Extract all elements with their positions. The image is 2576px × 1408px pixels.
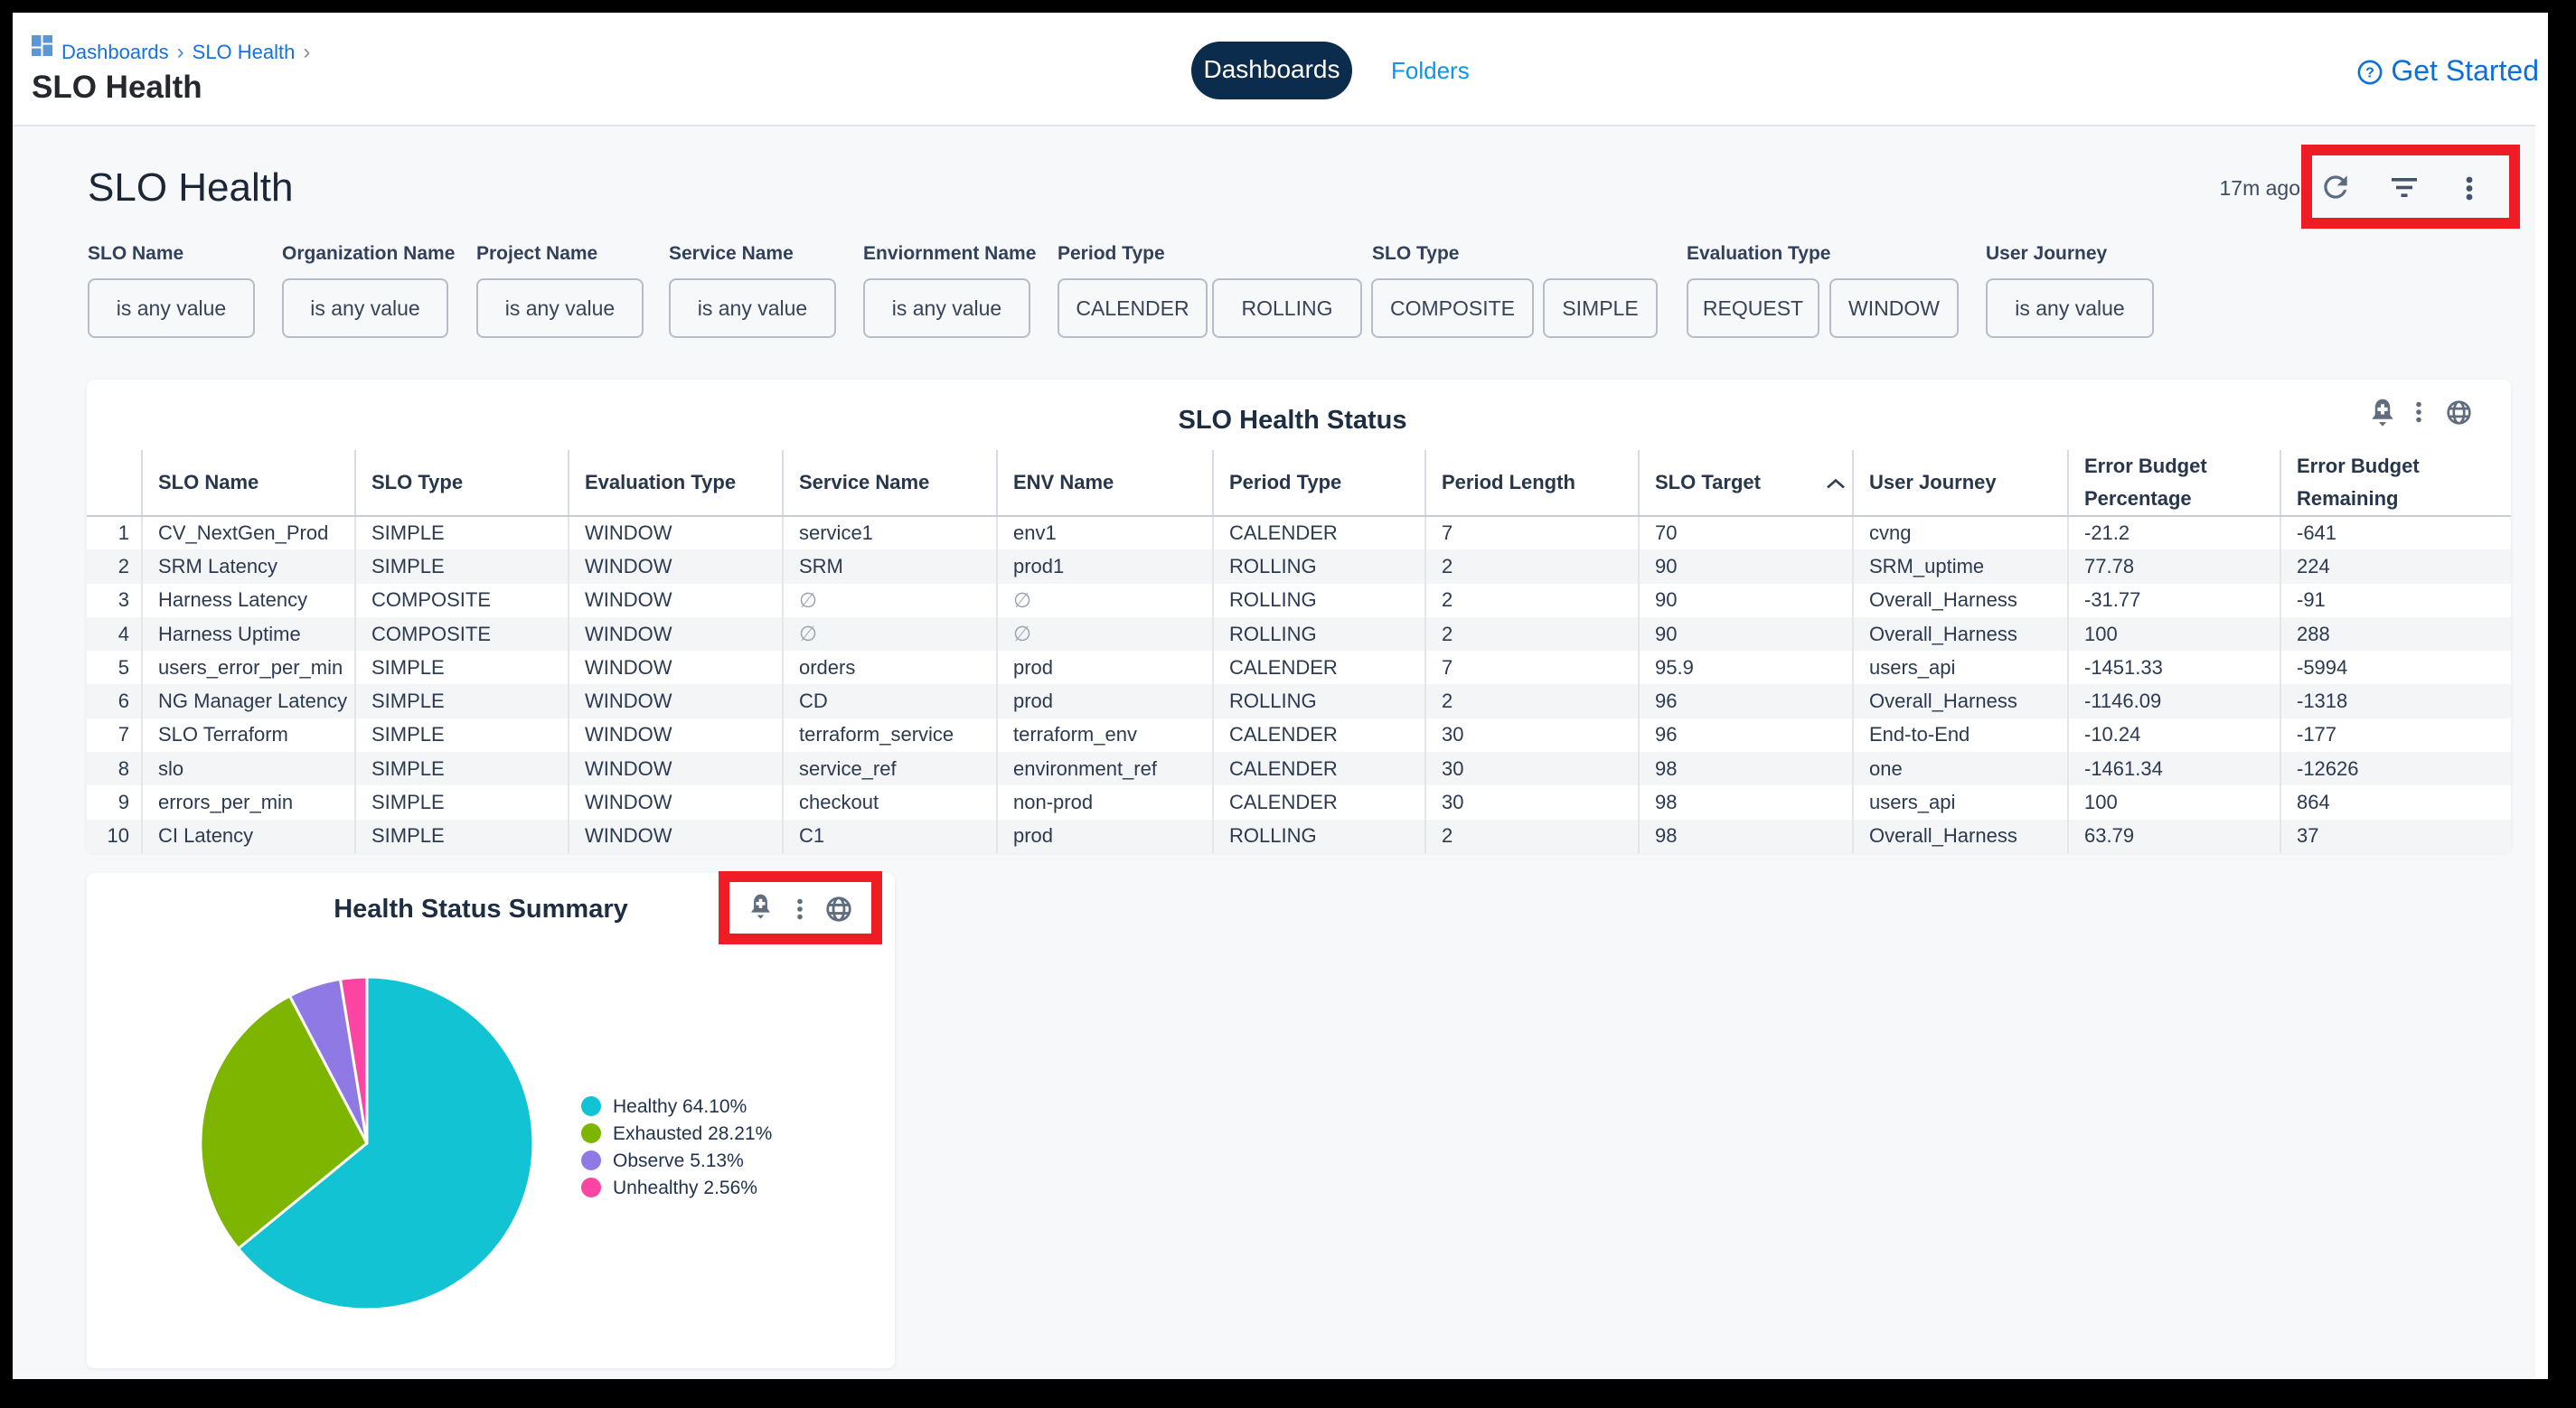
svg-text:?: ?: [2366, 66, 2375, 81]
